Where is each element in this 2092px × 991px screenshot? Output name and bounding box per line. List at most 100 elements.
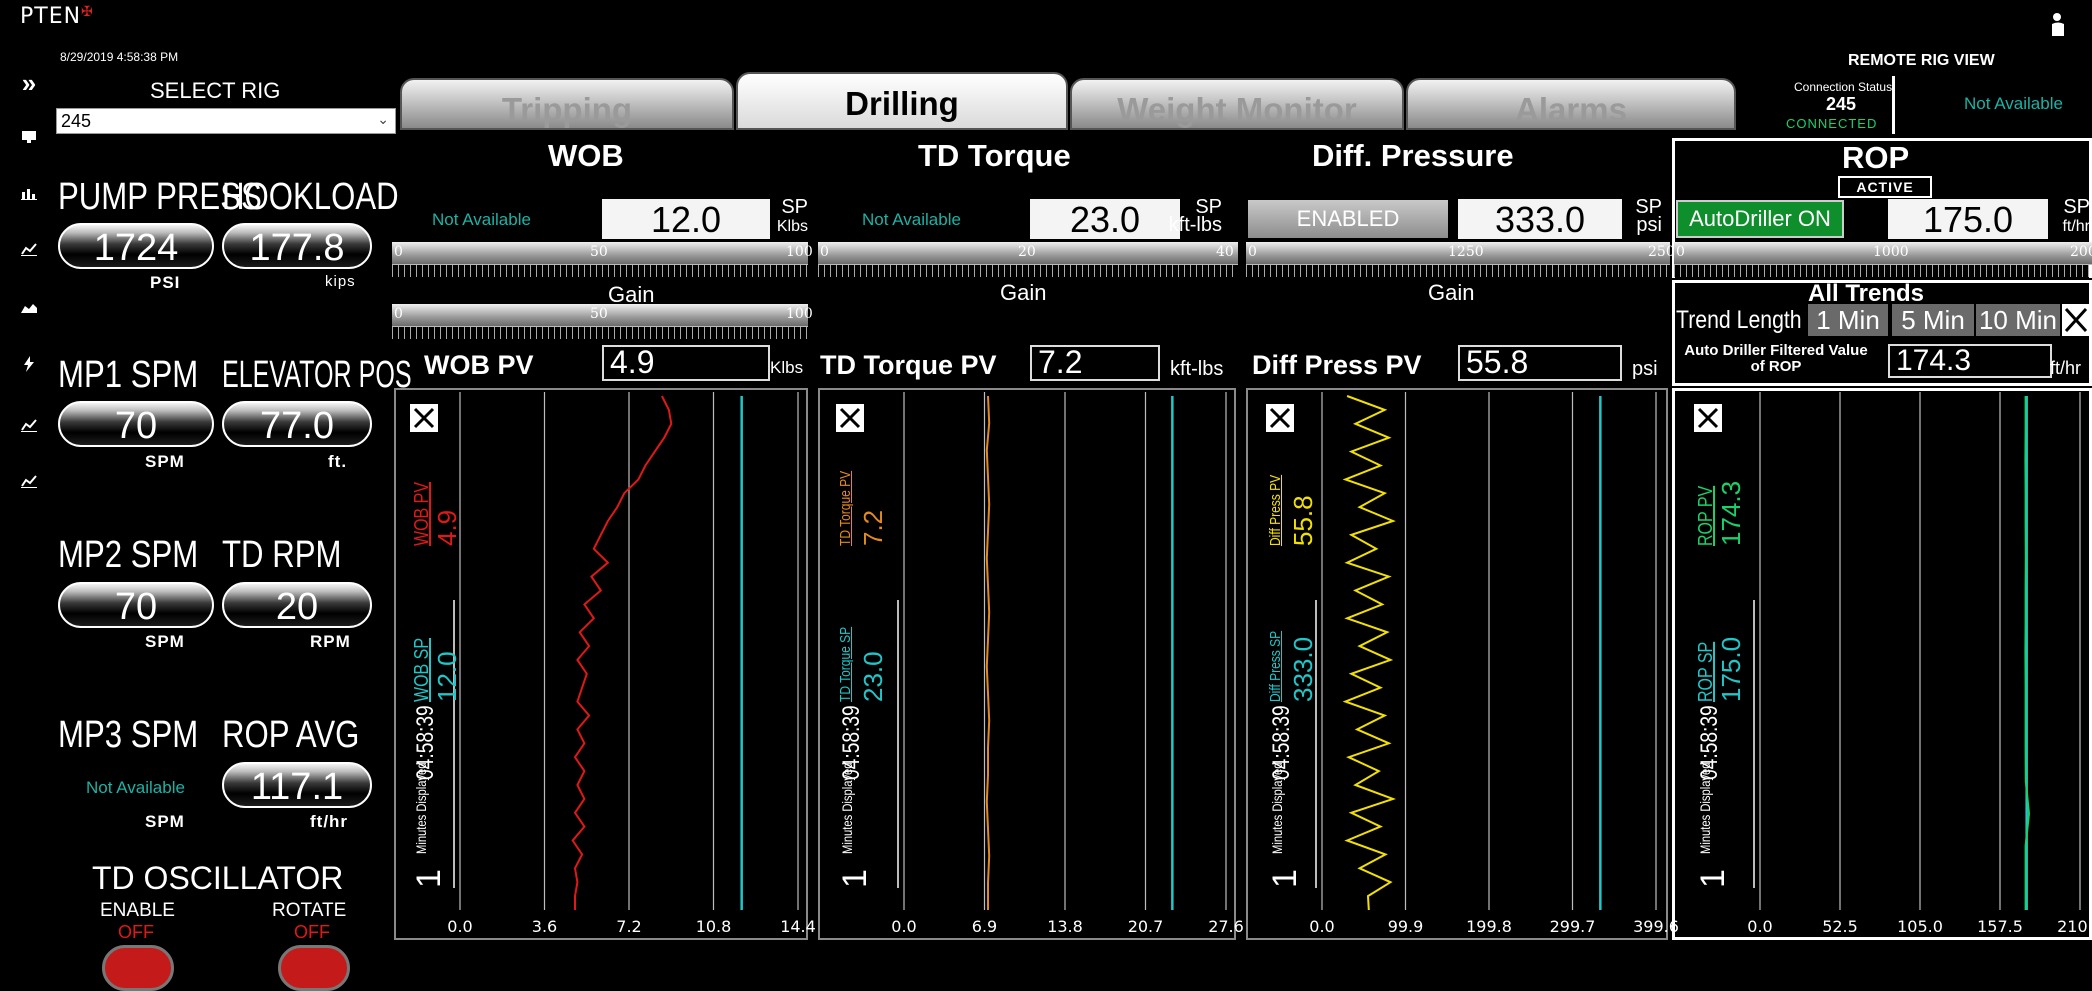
diff-pressure-sp-slider-tick-label-mid: 1250 bbox=[1448, 244, 1484, 260]
wob-title: WOB bbox=[548, 138, 624, 173]
rop-sp-slider-ticks bbox=[1674, 264, 2092, 277]
diff-pressure-minutes-value: 1 bbox=[1266, 869, 1304, 888]
chevron-right-icon[interactable]: » bbox=[21, 68, 37, 98]
pump-press-unit: PSI bbox=[150, 273, 181, 292]
line-chart-icon[interactable] bbox=[20, 472, 38, 493]
diff-pressure-sp-slider-track[interactable] bbox=[1246, 242, 1670, 264]
fullscreen-icon[interactable] bbox=[2062, 304, 2090, 336]
wob-sp-slider[interactable]: 0 50 100 bbox=[392, 242, 813, 278]
brand-logo: PTEN✠ bbox=[20, 4, 94, 29]
wob-minutes-value: 1 bbox=[410, 869, 448, 888]
wob-gain-slider-track[interactable] bbox=[392, 304, 808, 326]
td-torque-title: TD Torque bbox=[918, 138, 1071, 173]
trend-length-10min[interactable]: 10 Min bbox=[1976, 304, 2060, 336]
bar-chart-icon[interactable] bbox=[20, 184, 38, 205]
td-torque-trend-pv-label: TD Torque PV bbox=[837, 470, 854, 546]
all-trends-title: All Trends bbox=[1808, 280, 1925, 307]
tab-alarms[interactable]: Alarms bbox=[1406, 78, 1736, 130]
brand-text: PTEN bbox=[20, 4, 82, 29]
td-torque-pv-label: TD Torque PV bbox=[820, 350, 997, 380]
autodriller-button[interactable]: AutoDriller ON bbox=[1676, 200, 1844, 238]
datetime: 8/29/2019 4:58:38 PM bbox=[60, 50, 179, 64]
td-torque-sp-label: SP kft-lbs bbox=[1168, 196, 1222, 236]
diff-pressure-minutes-label: Minutes Displayed bbox=[1269, 762, 1285, 854]
select-rig-label: SELECT RIG bbox=[150, 78, 281, 103]
wob-sp-slider-tick-label-mid: 50 bbox=[590, 244, 608, 260]
wob-sp-value[interactable]: 12.0 bbox=[602, 199, 770, 240]
diff-pressure-trend-pv-label: Diff Press PV bbox=[1267, 474, 1284, 546]
user-icon[interactable] bbox=[2050, 12, 2066, 38]
wob-gain-label: Gain bbox=[608, 282, 655, 307]
td-torque-minutes-label: Minutes Displayed bbox=[839, 762, 855, 854]
td-torque-trend-chart[interactable] bbox=[818, 388, 1236, 940]
td-rpm-unit: RPM bbox=[310, 632, 351, 651]
rop-trend-sp-label: ROP SP bbox=[1695, 641, 1717, 702]
wob-pv-unit: Klbs bbox=[770, 358, 804, 377]
pump-press-value: 1724 bbox=[58, 223, 214, 269]
mp1-spm-value: 70 bbox=[58, 401, 214, 447]
rop-trend-chart[interactable] bbox=[1672, 388, 2092, 940]
rop-trend-sp-value: 175.0 bbox=[1716, 636, 1746, 702]
wob-pv-value: 4.9 bbox=[602, 345, 770, 381]
rop-active-badge: ACTIVE bbox=[1838, 176, 1932, 198]
rop-avg-unit: ft/hr bbox=[310, 812, 349, 831]
wob-trend-pv-label: WOB PV bbox=[411, 481, 433, 546]
rop-sp-slider-track[interactable] bbox=[1674, 242, 2092, 264]
mp2-spm-label: MP2 SPM bbox=[58, 534, 199, 576]
hookload-value: 177.8 bbox=[222, 223, 372, 269]
wob-sp-slider-track[interactable] bbox=[392, 242, 808, 264]
tab-tripping[interactable]: Tripping bbox=[400, 78, 734, 130]
remote-availability: Not Available bbox=[1964, 94, 2063, 113]
wob-minutes-label: Minutes Displayed bbox=[413, 762, 429, 854]
rop-minutes-label: Minutes Displayed bbox=[1697, 762, 1713, 854]
td-torque-trend-sp-value: 23.0 bbox=[858, 651, 888, 702]
td-torque-sp-slider-track[interactable] bbox=[818, 242, 1238, 264]
rop-minutes-value: 1 bbox=[1694, 869, 1732, 888]
td-oscillator-enable-state: OFF bbox=[118, 922, 154, 942]
td-torque-sp-slider[interactable]: 0 20 40 bbox=[818, 242, 1238, 278]
td-torque-gain-label: Gain bbox=[1000, 280, 1047, 305]
td-rpm-value: 20 bbox=[222, 582, 372, 628]
diff-pressure-gain-label: Gain bbox=[1428, 280, 1475, 305]
line-chart-icon[interactable] bbox=[20, 240, 38, 261]
rop-sp-slider[interactable]: 0 1000 2000 bbox=[1674, 242, 2092, 278]
line-chart-icon[interactable] bbox=[20, 416, 38, 437]
diff-pressure-pv-unit: psi bbox=[1632, 358, 1658, 380]
tab-drilling[interactable]: Drilling bbox=[736, 72, 1068, 130]
chevron-down-icon: ⌄ bbox=[377, 111, 389, 127]
wob-trend-pv-value: 4.9 bbox=[432, 509, 462, 546]
rop-sp-label: SP ft/hr bbox=[2062, 196, 2090, 235]
connection-state: CONNECTED bbox=[1786, 116, 1878, 131]
td-torque-trend-sp-label: TD Torque SP bbox=[837, 626, 854, 702]
wob-sp-label: SP Klbs bbox=[776, 196, 808, 235]
diff-pressure-sp-value[interactable]: 333.0 bbox=[1458, 199, 1622, 240]
all-trends-panel bbox=[1672, 280, 2092, 386]
wob-sp-slider-tick-label-max: 100 bbox=[786, 244, 813, 260]
select-rig-dropdown[interactable]: 245 ⌄ bbox=[56, 108, 396, 134]
select-rig-value: 245 bbox=[61, 111, 92, 131]
monitor-icon[interactable] bbox=[20, 128, 38, 149]
td-torque-status: Not Available bbox=[862, 210, 961, 229]
td-oscillator-enable-button[interactable] bbox=[102, 945, 174, 991]
remote-rig-view-title: REMOTE RIG VIEW bbox=[1848, 52, 1995, 69]
diff-pressure-sp-slider[interactable]: 0 1250 2500 bbox=[1246, 242, 1684, 278]
rop-sp-value[interactable]: 175.0 bbox=[1888, 199, 2048, 240]
trend-length-1min[interactable]: 1 Min bbox=[1808, 304, 1888, 336]
td-torque-sp-slider-tick-label-mid: 20 bbox=[1018, 244, 1036, 260]
td-oscillator-enable-label: ENABLE bbox=[100, 900, 175, 921]
rop-avg-value: 117.1 bbox=[222, 762, 372, 808]
wob-trend-sp-value: 12.0 bbox=[432, 651, 462, 702]
bolt-icon[interactable] bbox=[20, 356, 38, 377]
wob-gain-slider-tick-label-min: 0 bbox=[394, 306, 403, 322]
td-torque-sp-value[interactable]: 23.0 bbox=[1030, 199, 1180, 240]
diff-pressure-title: Diff. Pressure bbox=[1312, 138, 1514, 173]
diff-pressure-sp-slider-tick-label-min: 0 bbox=[1248, 244, 1257, 260]
rop-sp-slider-tick-label-mid: 1000 bbox=[1873, 244, 1909, 260]
trend-length-5min[interactable]: 5 Min bbox=[1892, 304, 1974, 336]
diff-pressure-enabled-button[interactable]: ENABLED bbox=[1248, 200, 1448, 238]
tab-weight-monitor[interactable]: Weight Monitor bbox=[1070, 78, 1404, 130]
wob-gain-slider[interactable]: 0 50 100 bbox=[392, 304, 813, 340]
td-oscillator-rotate-button[interactable] bbox=[278, 945, 350, 991]
area-chart-icon[interactable] bbox=[20, 298, 38, 319]
wob-trend-sp-label: WOB SP bbox=[411, 637, 433, 702]
